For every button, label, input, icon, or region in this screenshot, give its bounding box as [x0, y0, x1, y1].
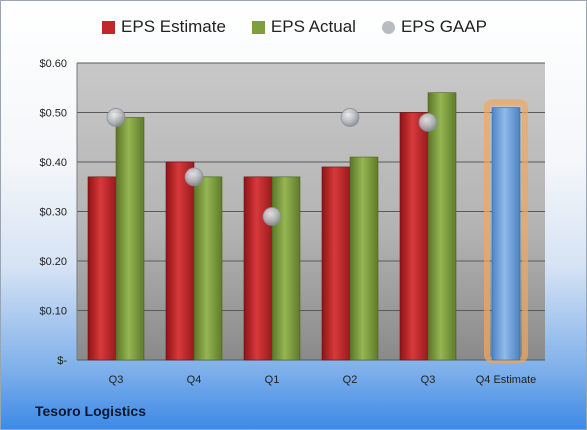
- legend-swatch-eps-estimate: [102, 20, 116, 34]
- bar-eps-estimate: [165, 161, 195, 361]
- bar-eps-estimate: [399, 112, 429, 361]
- x-tick-label: Q4 Estimate: [476, 374, 537, 386]
- legend-swatch-eps-gaap: [381, 20, 395, 34]
- point-eps-gaap: [262, 207, 282, 226]
- y-tick-label: $-: [57, 355, 67, 367]
- legend-label-eps-actual: EPS Actual: [270, 17, 356, 36]
- x-tick-label: Q2: [343, 374, 358, 386]
- legend: EPS Estimate EPS Actual EPS GAAP: [1, 17, 586, 37]
- bar-eps-actual: [349, 156, 379, 361]
- x-tick-label: Q3: [109, 374, 124, 386]
- y-tick-label: $0.60: [39, 58, 67, 70]
- bar-eps-actual: [427, 92, 457, 361]
- bar-eps-estimate: [321, 166, 351, 361]
- x-tick-label: Q1: [265, 374, 280, 386]
- legend-item-eps-estimate: EPS Estimate: [102, 17, 226, 37]
- legend-label-eps-gaap: EPS GAAP: [400, 17, 487, 36]
- point-eps-gaap: [340, 108, 360, 127]
- legend-item-eps-actual: EPS Actual: [251, 17, 356, 37]
- bar-eps-estimate: [243, 176, 273, 361]
- point-eps-gaap: [184, 167, 204, 187]
- legend-label-eps-estimate: EPS Estimate: [121, 17, 226, 36]
- bar-eps-actual: [193, 176, 223, 361]
- y-tick-label: $0.30: [39, 207, 67, 219]
- point-eps-gaap: [106, 108, 126, 127]
- y-tick-label: $0.40: [39, 157, 67, 169]
- y-tick-label: $0.50: [39, 108, 67, 120]
- point-eps-gaap: [418, 113, 438, 132]
- company-name: Tesoro Logistics: [35, 403, 146, 419]
- y-tick-label: $0.10: [39, 306, 67, 318]
- bar-eps-actual: [115, 117, 145, 361]
- x-tick-label: Q4: [187, 374, 202, 386]
- legend-item-eps-gaap: EPS GAAP: [381, 17, 487, 37]
- bar-eps-q4-estimate: [491, 107, 521, 361]
- bar-eps-estimate: [87, 176, 117, 361]
- y-tick-label: $0.20: [39, 256, 67, 268]
- bar-eps-actual: [271, 176, 301, 361]
- eps-chart: $- $0.10 $0.20 $0.30 $0.40 $0.50 $0.60 Q3 Q4 Q1 Q2…: [39, 58, 545, 386]
- legend-swatch-eps-actual: [251, 20, 265, 34]
- x-tick-label: Q3: [421, 374, 436, 386]
